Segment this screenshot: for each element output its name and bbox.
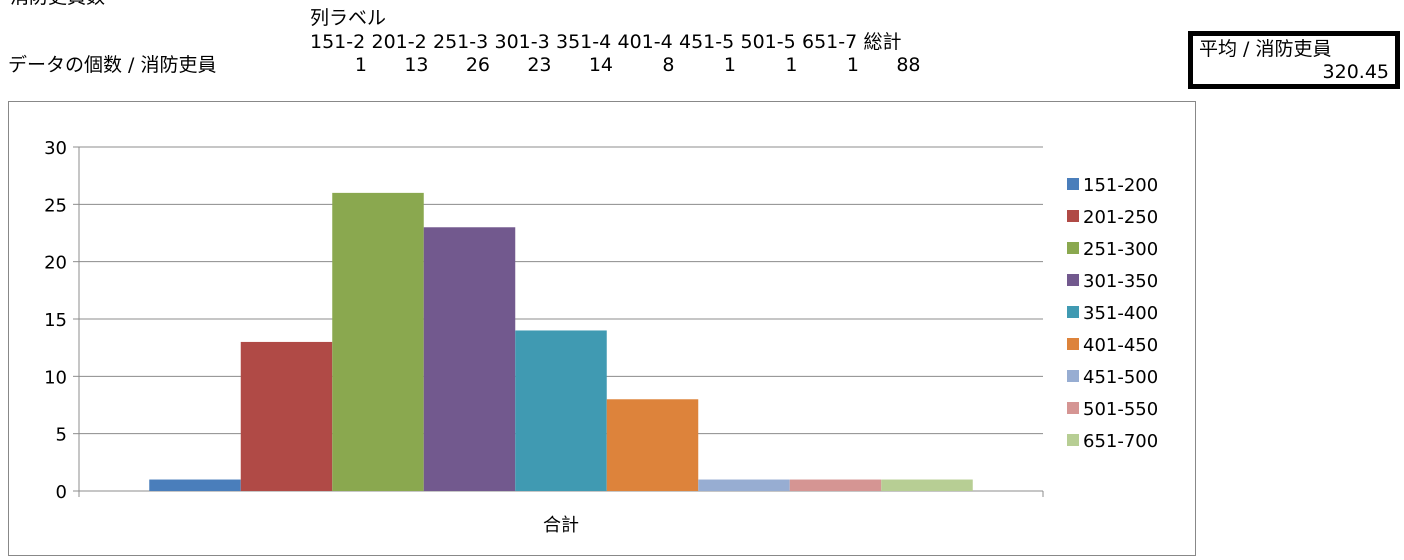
pivot-field-label: 消防吏員数 [10, 0, 105, 8]
bar-301-350 [423, 227, 516, 491]
legend-swatch [1067, 306, 1079, 318]
legend-swatch [1067, 338, 1079, 350]
count-cell[interactable]: 1 [723, 54, 736, 76]
column-header-cell[interactable]: 451-5 [679, 31, 735, 53]
column-header-cell[interactable]: 651-7 [802, 31, 858, 53]
column-header-cell[interactable]: 251-3 [433, 31, 489, 53]
column-header-cell[interactable]: 351-4 [556, 31, 612, 53]
bar-chart: 0 5 10 15 20 25 30 合計 151-200 201-250 251-300 301-3… [44, 138, 1158, 536]
count-cell[interactable]: 88 [896, 54, 921, 76]
bar-651-700 [881, 479, 973, 491]
bar-501-550 [789, 479, 882, 491]
legend-label: 451-500 [1083, 367, 1158, 388]
y-tick-label: 0 [56, 482, 67, 503]
legend-swatch [1067, 402, 1079, 414]
count-cell[interactable]: 1 [354, 54, 367, 76]
column-header-cell[interactable]: 301-3 [494, 31, 550, 53]
count-cell[interactable]: 8 [662, 54, 675, 76]
bar-201-250 [240, 341, 333, 491]
row-label: データの個数 / 消防吏員 [8, 54, 217, 76]
legend-swatch [1067, 242, 1079, 254]
y-tick-label: 5 [56, 425, 67, 446]
column-header-cell[interactable]: 151-2 [310, 31, 366, 53]
bar-251-300 [332, 192, 424, 491]
legend-label: 401-450 [1083, 335, 1158, 356]
column-header-cell[interactable]: 501-5 [740, 31, 796, 53]
legend-label: 351-400 [1083, 303, 1158, 324]
legend-swatch [1067, 434, 1079, 446]
bar-451-500 [698, 479, 790, 491]
legend-label: 251-300 [1083, 239, 1158, 260]
count-cell[interactable]: 23 [527, 54, 552, 76]
column-labels-title: 列ラベル [310, 7, 387, 29]
count-cell[interactable]: 14 [588, 54, 613, 76]
legend-label: 151-200 [1083, 175, 1158, 196]
bar-151-200 [149, 479, 241, 491]
count-cell[interactable]: 1 [785, 54, 798, 76]
count-cell[interactable]: 1 [846, 54, 859, 76]
bar-351-400 [515, 330, 607, 491]
count-cell[interactable]: 26 [465, 54, 490, 76]
legend-swatch [1067, 178, 1079, 190]
legend-label: 301-350 [1083, 271, 1158, 292]
column-header-cell[interactable]: 401-4 [617, 31, 673, 53]
legend-swatch [1067, 210, 1079, 222]
legend-label: 651-700 [1083, 431, 1158, 452]
legend-swatch [1067, 370, 1079, 382]
legend-label: 501-550 [1083, 399, 1158, 420]
legend-label: 201-250 [1083, 207, 1158, 228]
average-value: 320.45 [1322, 61, 1389, 83]
average-box: 平均 / 消防吏員 320.45 [1188, 31, 1400, 89]
y-tick-label: 10 [44, 367, 67, 388]
y-tick-label: 25 [44, 195, 67, 216]
chart-area[interactable]: 0 5 10 15 20 25 30 合計 151-200 201-250 251-300 301-3… [8, 101, 1196, 556]
y-tick-label: 15 [44, 310, 67, 331]
bar-401-450 [606, 399, 699, 491]
count-cell[interactable]: 13 [404, 54, 429, 76]
y-tick-label: 20 [44, 253, 67, 274]
average-header: 平均 / 消防吏員 [1199, 38, 1332, 60]
y-tick-label: 30 [44, 138, 67, 159]
column-header-cell[interactable]: 総計 [863, 31, 902, 53]
x-category-label: 合計 [543, 515, 579, 536]
column-header-cell[interactable]: 201-2 [371, 31, 427, 53]
legend-swatch [1067, 274, 1079, 286]
